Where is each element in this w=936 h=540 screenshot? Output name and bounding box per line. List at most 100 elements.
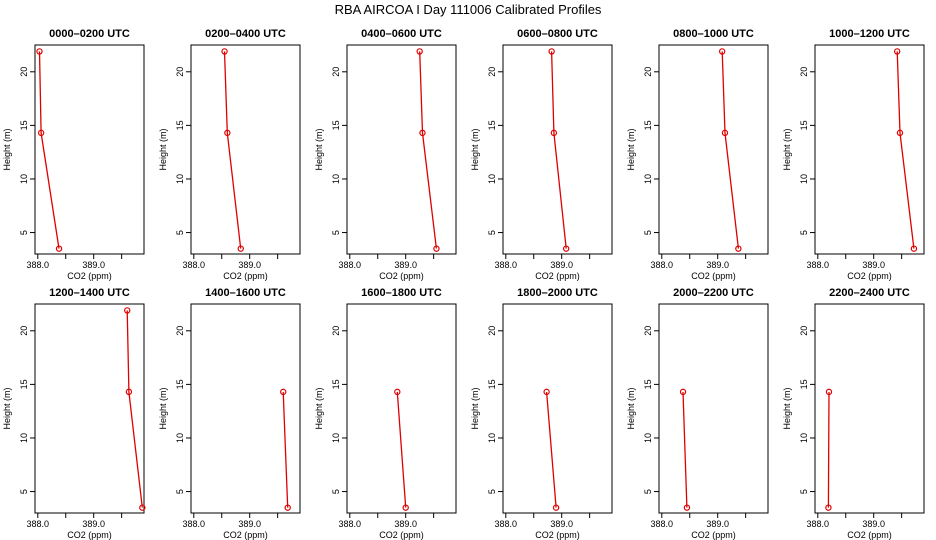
y-tick-label: 20 xyxy=(643,326,653,336)
profile-point xyxy=(552,504,560,511)
x-axis-label: CO2 (ppm) xyxy=(535,530,580,540)
y-tick-label: 15 xyxy=(19,120,29,130)
y-tick-label: 20 xyxy=(331,67,341,77)
x-axis-label: CO2 (ppm) xyxy=(691,271,736,281)
y-axis-label: Height (m) xyxy=(470,128,480,170)
y-tick-label: 15 xyxy=(19,379,29,389)
y-tick-label: 15 xyxy=(175,379,185,389)
y-tick-label: 15 xyxy=(799,379,809,389)
y-tick-label: 5 xyxy=(175,489,185,494)
y-axis-label: Height (m) xyxy=(158,128,168,170)
x-axis-label: CO2 (ppm) xyxy=(379,271,424,281)
profile-point xyxy=(416,48,423,55)
x-axis-label: CO2 (ppm) xyxy=(379,530,424,540)
profile-point xyxy=(237,245,244,252)
profile-point xyxy=(55,245,63,252)
x-axis-label: CO2 (ppm) xyxy=(535,271,580,281)
profile-point xyxy=(224,129,231,137)
profile-line xyxy=(126,310,143,508)
y-tick-label: 5 xyxy=(799,489,809,494)
x-axis-label: CO2 (ppm) xyxy=(67,530,112,540)
y-axis-label: Height (m) xyxy=(470,387,480,429)
x-tick-label: 388.0 xyxy=(339,260,362,270)
figure-title: RBA AIRCOA I Day 111006 Calibrated Profi… xyxy=(334,2,602,17)
plot-frame xyxy=(658,44,769,255)
x-tick-label: 388.0 xyxy=(183,519,206,529)
plot-frame xyxy=(34,303,145,514)
panel-title: 0000–0200 UTC xyxy=(49,28,130,40)
x-axis-label: CO2 (ppm) xyxy=(847,530,892,540)
y-tick-label: 10 xyxy=(643,433,653,443)
profile-point xyxy=(394,388,401,396)
x-tick-label: 388.0 xyxy=(495,260,518,270)
panel-title: 1400–1600 UTC xyxy=(205,287,286,299)
profile-point xyxy=(735,245,742,252)
x-tick-label: 389.0 xyxy=(82,260,105,270)
profile-point xyxy=(721,129,729,137)
x-axis-label: CO2 (ppm) xyxy=(691,530,736,540)
y-tick-label: 10 xyxy=(19,174,29,184)
profile-point xyxy=(124,307,131,314)
profile-point xyxy=(37,129,45,137)
x-tick-label: 389.0 xyxy=(706,260,729,270)
profile-line xyxy=(896,51,915,249)
profile-point xyxy=(910,245,918,252)
y-tick-label: 15 xyxy=(487,379,497,389)
y-axis-label: Height (m) xyxy=(782,128,792,170)
panel-title: 0200–0400 UTC xyxy=(205,28,286,40)
x-tick-label: 388.0 xyxy=(339,519,362,529)
y-tick-label: 5 xyxy=(19,489,29,494)
y-tick-label: 5 xyxy=(799,230,809,235)
profile-line xyxy=(396,391,407,508)
plot-frame xyxy=(658,303,769,514)
x-tick-label: 389.0 xyxy=(394,260,417,270)
profile-point xyxy=(562,245,570,252)
x-tick-label: 388.0 xyxy=(807,519,830,529)
profile-point xyxy=(683,504,691,511)
profile-point xyxy=(36,48,43,55)
panel-title: 1000–1200 UTC xyxy=(829,28,910,40)
y-tick-label: 10 xyxy=(175,433,185,443)
panel-title: 2200–2400 UTC xyxy=(829,287,910,299)
profile-point xyxy=(896,129,904,137)
profile-point xyxy=(419,129,426,137)
y-tick-label: 15 xyxy=(331,120,341,130)
y-tick-label: 15 xyxy=(799,120,809,130)
profile-point xyxy=(550,129,558,137)
plot-frame xyxy=(814,303,925,514)
x-tick-label: 389.0 xyxy=(238,260,261,270)
y-tick-label: 15 xyxy=(487,120,497,130)
profile-point xyxy=(825,388,833,396)
y-tick-label: 10 xyxy=(331,433,341,443)
profile-line xyxy=(682,391,688,508)
profile-point xyxy=(548,48,555,55)
x-tick-label: 388.0 xyxy=(651,260,674,270)
y-tick-label: 20 xyxy=(175,67,185,77)
y-tick-label: 20 xyxy=(643,67,653,77)
plot-frame xyxy=(502,44,613,255)
profile-point xyxy=(679,388,687,396)
y-tick-label: 20 xyxy=(799,326,809,336)
x-tick-label: 388.0 xyxy=(495,519,518,529)
x-tick-label: 388.0 xyxy=(651,519,674,529)
profile-line xyxy=(827,391,830,508)
profile-point xyxy=(125,388,133,396)
x-axis-label: CO2 (ppm) xyxy=(847,271,892,281)
y-tick-label: 20 xyxy=(331,326,341,336)
y-tick-label: 10 xyxy=(799,174,809,184)
plot-frame xyxy=(502,303,613,514)
profile-point xyxy=(718,48,726,55)
profile-line xyxy=(545,391,557,508)
y-tick-label: 5 xyxy=(175,230,185,235)
y-tick-label: 10 xyxy=(175,174,185,184)
profile-line xyxy=(721,51,740,249)
y-tick-label: 5 xyxy=(331,489,341,494)
profile-point xyxy=(402,504,409,511)
profile-point xyxy=(284,504,291,511)
y-axis-label: Height (m) xyxy=(626,128,636,170)
x-axis-label: CO2 (ppm) xyxy=(67,271,112,281)
x-tick-label: 389.0 xyxy=(862,260,885,270)
y-tick-label: 15 xyxy=(643,379,653,389)
x-tick-label: 388.0 xyxy=(27,519,50,529)
y-tick-label: 15 xyxy=(175,120,185,130)
